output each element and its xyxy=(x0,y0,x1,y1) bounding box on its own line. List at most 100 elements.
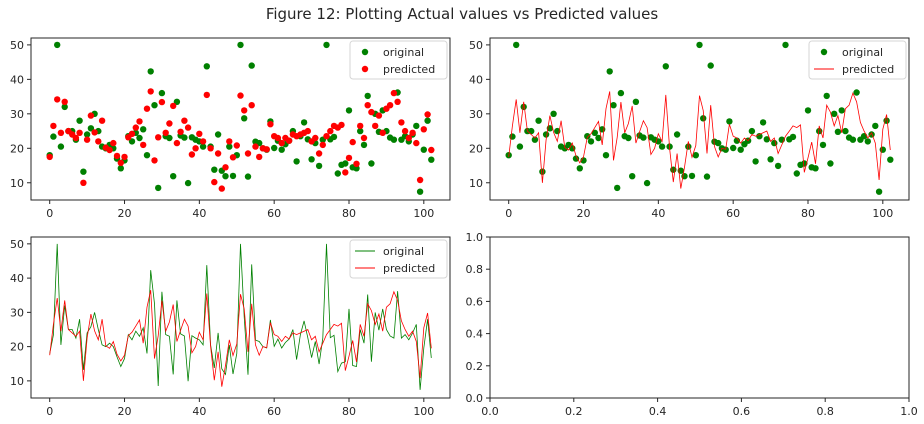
data-point xyxy=(420,126,427,133)
data-point xyxy=(271,144,278,152)
data-point xyxy=(879,146,886,153)
axes-frame xyxy=(489,236,910,399)
x-tick-label: 40 xyxy=(192,405,206,418)
y-tick-label: 0.4 xyxy=(466,328,484,341)
data-point xyxy=(345,107,353,114)
data-point xyxy=(353,165,360,172)
data-point xyxy=(72,134,80,142)
data-point xyxy=(759,119,767,126)
y-tick-label: 10 xyxy=(10,177,24,190)
data-point xyxy=(140,141,147,149)
data-point xyxy=(151,157,158,164)
data-point xyxy=(424,111,431,118)
axes-frame xyxy=(489,37,910,201)
data-point xyxy=(237,92,244,99)
y-tick-label: 10 xyxy=(10,375,24,388)
data-point xyxy=(834,128,842,135)
data-point xyxy=(83,131,91,138)
data-point xyxy=(372,122,379,130)
y-tick-label: 40 xyxy=(469,73,483,86)
y-tick-label: 0.0 xyxy=(466,392,484,405)
data-point xyxy=(357,127,364,135)
x-tick-label: 40 xyxy=(651,207,665,220)
data-point xyxy=(520,103,527,111)
data-point xyxy=(173,98,181,106)
data-point xyxy=(752,158,759,165)
data-point xyxy=(285,137,293,144)
data-point xyxy=(692,152,699,159)
series-line-predicted xyxy=(508,91,891,189)
data-point xyxy=(539,168,546,175)
data-point xyxy=(368,160,375,167)
data-point xyxy=(248,62,255,69)
y-tick-label: 40 xyxy=(10,272,24,285)
data-point xyxy=(864,138,871,145)
data-point xyxy=(211,178,218,186)
data-point xyxy=(542,131,550,138)
data-point xyxy=(50,122,57,130)
data-point xyxy=(875,188,883,195)
data-point xyxy=(595,134,602,142)
data-point xyxy=(128,138,136,145)
data-point xyxy=(128,130,136,137)
data-point xyxy=(199,138,207,145)
data-point xyxy=(274,134,282,142)
data-point xyxy=(364,102,371,109)
data-point xyxy=(401,127,409,135)
legend-label-predicted: predicted xyxy=(383,63,435,76)
data-point xyxy=(793,170,800,177)
legend-marker-original xyxy=(361,48,369,56)
data-point xyxy=(188,151,196,158)
data-point xyxy=(703,173,711,180)
data-point xyxy=(147,88,154,95)
data-point xyxy=(409,129,416,136)
data-point xyxy=(342,169,349,176)
data-point xyxy=(57,143,65,150)
data-point xyxy=(584,133,591,140)
data-point xyxy=(98,117,106,124)
data-point xyxy=(816,127,823,135)
data-point xyxy=(700,115,707,122)
data-point xyxy=(629,173,636,180)
data-point xyxy=(838,107,845,114)
data-point xyxy=(162,129,169,136)
data-point xyxy=(181,134,188,141)
data-point xyxy=(416,176,424,184)
data-point xyxy=(550,110,557,118)
data-point xyxy=(177,128,184,135)
data-point xyxy=(166,134,173,142)
y-tick-label: 20 xyxy=(10,341,24,354)
data-point xyxy=(319,141,326,149)
data-point xyxy=(591,129,598,136)
data-point xyxy=(222,173,229,180)
data-point xyxy=(842,127,849,135)
x-tick-label: 0.0 xyxy=(481,405,499,418)
data-point xyxy=(345,154,353,162)
legend: original predicted xyxy=(808,40,907,80)
data-point xyxy=(143,105,151,112)
data-point xyxy=(300,119,308,126)
data-point xyxy=(226,143,233,150)
axes-frame xyxy=(30,37,451,201)
data-point xyxy=(576,165,583,172)
data-point xyxy=(853,89,860,96)
data-point xyxy=(342,160,349,167)
y-tick-label: 0.2 xyxy=(466,360,484,373)
data-point xyxy=(54,41,61,49)
panel-top-left: 0 20 40 60 80 100 10 20 30 40 50 original predicted xyxy=(10,37,451,220)
y-tick-label: 1.0 xyxy=(466,231,484,244)
data-point xyxy=(83,136,91,143)
data-point xyxy=(110,139,117,147)
data-point xyxy=(155,184,162,192)
y-tick-label: 20 xyxy=(10,142,24,155)
data-point xyxy=(528,127,535,135)
data-point xyxy=(730,144,737,152)
data-point xyxy=(327,127,334,135)
data-point xyxy=(244,150,252,157)
data-point xyxy=(338,121,345,129)
data-point xyxy=(398,119,405,126)
data-point xyxy=(113,152,121,160)
data-point xyxy=(375,112,383,119)
data-point xyxy=(233,142,240,149)
axes-frame xyxy=(30,236,451,399)
